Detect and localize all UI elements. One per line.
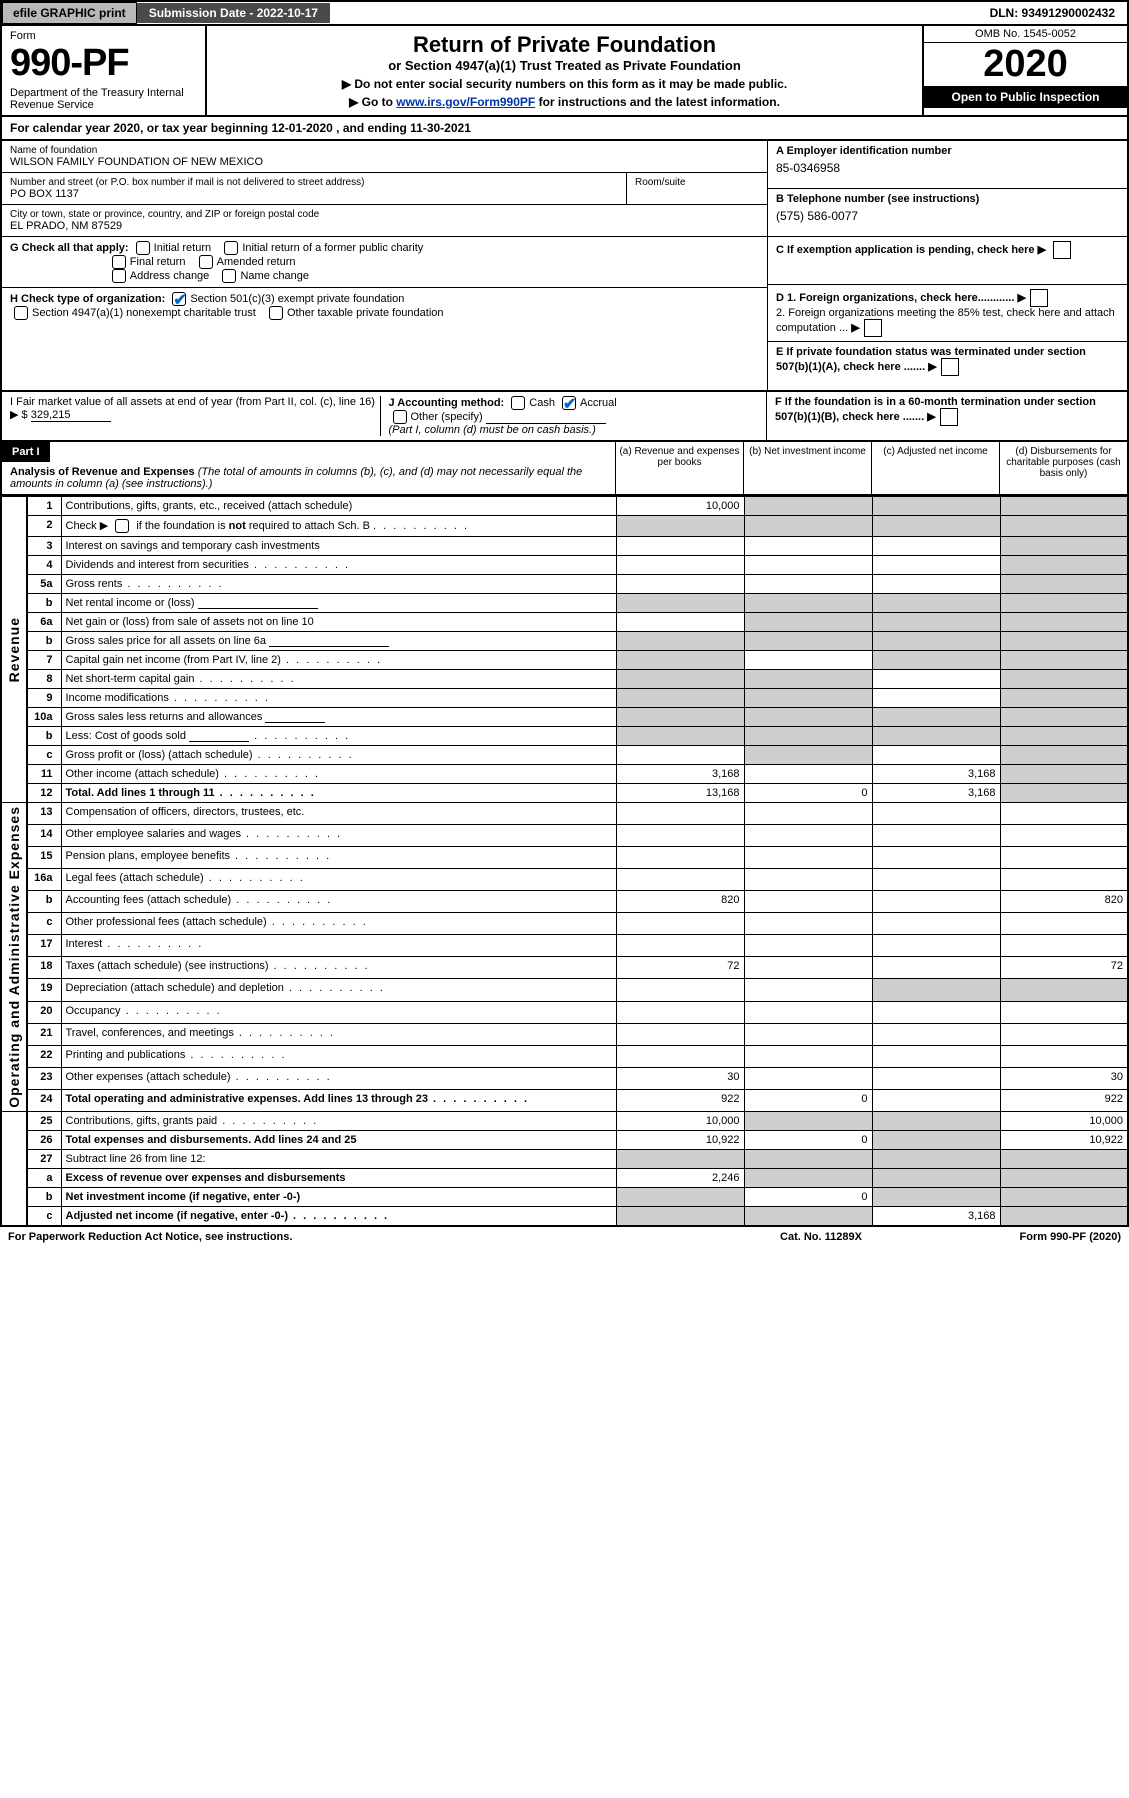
foundation-name: WILSON FAMILY FOUNDATION OF NEW MEXICO xyxy=(10,156,759,168)
calendar-year-line: For calendar year 2020, or tax year begi… xyxy=(0,117,1129,141)
note-goto: ▶ Go to www.irs.gov/Form990PF for instru… xyxy=(217,95,912,109)
part1-tag: Part I xyxy=(2,442,50,462)
part1-title: Analysis of Revenue and Expenses xyxy=(10,466,195,478)
cb-final-return[interactable] xyxy=(112,255,126,269)
h-o2: Section 4947(a)(1) nonexempt charitable … xyxy=(32,307,256,319)
form-number: 990-PF xyxy=(10,42,197,85)
cb-foreign-85[interactable] xyxy=(864,319,882,337)
cb-terminated[interactable] xyxy=(941,358,959,376)
c-label: C If exemption application is pending, c… xyxy=(776,244,1035,256)
cb-cash[interactable] xyxy=(511,396,525,410)
cb-other-method[interactable] xyxy=(393,410,407,424)
j-label: J Accounting method: xyxy=(389,397,505,409)
g-o4: Amended return xyxy=(217,256,296,268)
goto-post: for instructions and the latest informat… xyxy=(535,95,780,109)
cb-amended-return[interactable] xyxy=(199,255,213,269)
g-o2: Initial return of a former public charit… xyxy=(242,242,423,254)
ein-value: 85-0346958 xyxy=(776,161,1119,175)
d1-label: D 1. Foreign organizations, check here..… xyxy=(776,292,1014,304)
dept-label: Department of the Treasury Internal Reve… xyxy=(10,87,197,111)
form-subtitle: or Section 4947(a)(1) Trust Treated as P… xyxy=(217,58,912,73)
j-o2: Accrual xyxy=(580,397,617,409)
name-label: Name of foundation xyxy=(10,145,759,156)
footer-catno: Cat. No. 11289X xyxy=(721,1231,921,1243)
footer-formref: Form 990-PF (2020) xyxy=(921,1231,1121,1243)
g-label: G Check all that apply: xyxy=(10,242,129,254)
cb-501c3[interactable] xyxy=(172,292,186,306)
d2-label: 2. Foreign organizations meeting the 85%… xyxy=(776,307,1115,334)
street-address: PO BOX 1137 xyxy=(10,188,618,200)
city-label: City or town, state or province, country… xyxy=(10,209,759,220)
cb-4947a1[interactable] xyxy=(14,306,28,320)
efile-print-button[interactable]: efile GRAPHIC print xyxy=(2,2,137,24)
irs-link[interactable]: www.irs.gov/Form990PF xyxy=(396,95,535,109)
j-o1: Cash xyxy=(529,397,555,409)
note-ssn: ▶ Do not enter social security numbers o… xyxy=(217,77,912,91)
cb-schb[interactable] xyxy=(115,519,129,533)
tax-year: 2020 xyxy=(924,43,1127,86)
fmv-value: 329,215 xyxy=(31,409,111,422)
g-o1: Initial return xyxy=(154,242,211,254)
cb-initial-return[interactable] xyxy=(136,241,150,255)
addr-label: Number and street (or P.O. box number if… xyxy=(10,177,618,188)
cb-initial-former[interactable] xyxy=(224,241,238,255)
col-d-head: (d) Disbursements for charitable purpose… xyxy=(999,442,1127,494)
h-o3: Other taxable private foundation xyxy=(287,307,444,319)
col-a-head: (a) Revenue and expenses per books xyxy=(615,442,743,494)
omb-label: OMB No. 1545-0052 xyxy=(924,26,1127,43)
cb-60month[interactable] xyxy=(940,408,958,426)
cb-other-taxable[interactable] xyxy=(269,306,283,320)
dln-label: DLN: 93491290002432 xyxy=(978,3,1127,23)
cb-foreign-org[interactable] xyxy=(1030,289,1048,307)
h-o1: Section 501(c)(3) exempt private foundat… xyxy=(190,293,404,305)
j-o3: Other (specify) xyxy=(411,411,483,423)
cb-accrual[interactable] xyxy=(562,396,576,410)
expenses-side-label: Operating and Administrative Expenses xyxy=(6,806,22,1108)
part1-table: Revenue 1Contributions, gifts, grants, e… xyxy=(0,496,1129,1227)
col-c-head: (c) Adjusted net income xyxy=(871,442,999,494)
g-o6: Name change xyxy=(240,270,309,282)
h-label: H Check type of organization: xyxy=(10,293,165,305)
cb-address-change[interactable] xyxy=(112,269,126,283)
arrow-icon: ▶ xyxy=(1038,244,1046,256)
j-note: (Part I, column (d) must be on cash basi… xyxy=(389,424,596,436)
col-b-head: (b) Net investment income xyxy=(743,442,871,494)
footer-left: For Paperwork Reduction Act Notice, see … xyxy=(8,1231,721,1243)
form-title: Return of Private Foundation xyxy=(217,32,912,58)
cb-name-change[interactable] xyxy=(222,269,236,283)
goto-pre: ▶ Go to xyxy=(349,95,396,109)
open-public-label: Open to Public Inspection xyxy=(924,86,1127,108)
g-o3: Final return xyxy=(130,256,186,268)
g-o5: Address change xyxy=(130,270,210,282)
room-label: Room/suite xyxy=(635,177,759,188)
phone-value: (575) 586-0077 xyxy=(776,209,1119,223)
ein-label: A Employer identification number xyxy=(776,145,1119,157)
city-state-zip: EL PRADO, NM 87529 xyxy=(10,220,759,232)
revenue-side-label: Revenue xyxy=(6,617,22,682)
submission-date-label: Submission Date - 2022-10-17 xyxy=(137,3,330,23)
cb-exemption-pending[interactable] xyxy=(1053,241,1071,259)
form-word: Form xyxy=(10,30,197,42)
phone-label: B Telephone number (see instructions) xyxy=(776,193,1119,205)
